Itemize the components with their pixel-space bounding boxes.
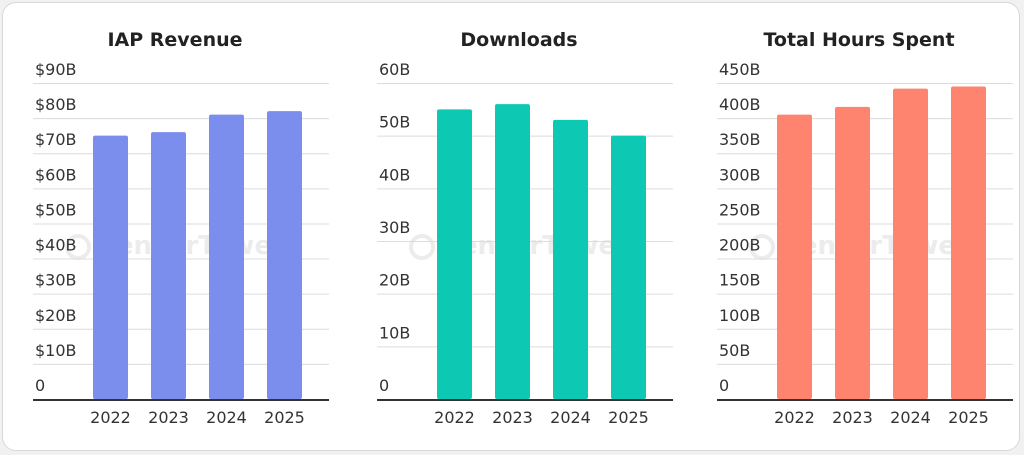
x-tick-label: 2025: [948, 408, 989, 427]
x-tick-label: 2023: [492, 408, 533, 427]
y-tick-label: 150B: [719, 271, 761, 290]
y-tick-label: 100B: [719, 306, 761, 325]
y-tick-label: $30B: [35, 271, 77, 290]
x-tick-label: 2025: [608, 408, 649, 427]
chart-title: IAP Revenue: [107, 29, 243, 51]
bar-2024: [553, 119, 588, 399]
sensor-tower-logo-icon: [409, 233, 436, 260]
bar-2023: [835, 106, 870, 400]
y-tick-label: 0: [379, 376, 389, 395]
y-tick-label: 10B: [379, 323, 410, 342]
total-hours-panel: Total Hours Spent SensorTower 0 50B 100B 15…: [701, 3, 1017, 452]
y-tick-label: $10B: [35, 341, 77, 360]
x-tick-label: 2023: [832, 408, 873, 427]
watermark: SensorTower: [701, 231, 1017, 261]
y-tick-label: 250B: [719, 200, 761, 219]
watermark-text: SensorTower: [97, 231, 285, 261]
y-tick-label: 50B: [379, 113, 410, 132]
y-tick-label: 60B: [379, 60, 410, 79]
y-tick-label: $70B: [35, 130, 77, 149]
y-tick-label: 300B: [719, 165, 761, 184]
bar-2022: [437, 109, 472, 399]
x-tick-label: 2022: [90, 408, 131, 427]
downloads-panel: Downloads SensorTower 0 10B 20B 30B 40B 50B 60…: [361, 3, 677, 452]
iap-revenue-chart: 0 $10B $20B $30B $40B $50B $60B $70B $80B $90B 202…: [33, 60, 329, 427]
y-tick-label: $40B: [35, 236, 77, 255]
sensor-tower-logo-icon: [65, 233, 92, 260]
bar-2022: [777, 114, 812, 399]
bar-2025: [611, 135, 646, 399]
x-tick-label: 2024: [206, 408, 247, 427]
total-hours-chart: 0 50B 100B 150B 200B 250B 300B 350B 400B 450B 2022…: [717, 60, 1013, 427]
bar-2025: [951, 86, 986, 399]
iap-revenue-panel: IAP Revenue SensorTower 0 $10B $20B $30B $40…: [17, 3, 333, 452]
y-tick-label: 30B: [379, 218, 410, 237]
x-tick-label: 2023: [148, 408, 189, 427]
x-tick-label: 2024: [550, 408, 591, 427]
y-tick-label: 200B: [719, 236, 761, 255]
y-tick-label: $90B: [35, 60, 77, 79]
x-tick-label: 2024: [890, 408, 931, 427]
bar-2024: [893, 88, 928, 400]
y-tick-label: 50B: [719, 341, 750, 360]
watermark-text: SensorTower: [441, 231, 629, 261]
bar-2023: [151, 132, 186, 399]
y-tick-label: $60B: [35, 165, 77, 184]
y-tick-label: 350B: [719, 130, 761, 149]
y-tick-label: 400B: [719, 95, 761, 114]
chart-title: Downloads: [460, 29, 578, 51]
downloads-chart: 0 10B 20B 30B 40B 50B 60B 2022 2023 2024 2025: [377, 60, 673, 427]
sensor-tower-logo-icon: [749, 233, 776, 260]
x-tick-label: 2022: [434, 408, 475, 427]
x-tick-label: 2022: [774, 408, 815, 427]
y-tick-label: 0: [719, 376, 729, 395]
watermark: SensorTower: [17, 231, 333, 261]
chart-title: Total Hours Spent: [763, 29, 955, 51]
y-tick-label: 20B: [379, 271, 410, 290]
y-tick-label: $50B: [35, 200, 77, 219]
watermark: SensorTower: [361, 231, 677, 261]
bar-2022: [93, 135, 128, 399]
y-tick-label: 450B: [719, 60, 761, 79]
x-tick-label: 2025: [264, 408, 305, 427]
y-tick-label: $20B: [35, 306, 77, 325]
bar-2024: [209, 114, 244, 399]
bar-2025: [267, 111, 302, 399]
y-tick-label: $80B: [35, 95, 77, 114]
y-tick-label: 0: [35, 376, 45, 395]
bar-2023: [495, 104, 530, 400]
y-tick-label: 40B: [379, 165, 410, 184]
watermark-text: SensorTower: [781, 231, 969, 261]
